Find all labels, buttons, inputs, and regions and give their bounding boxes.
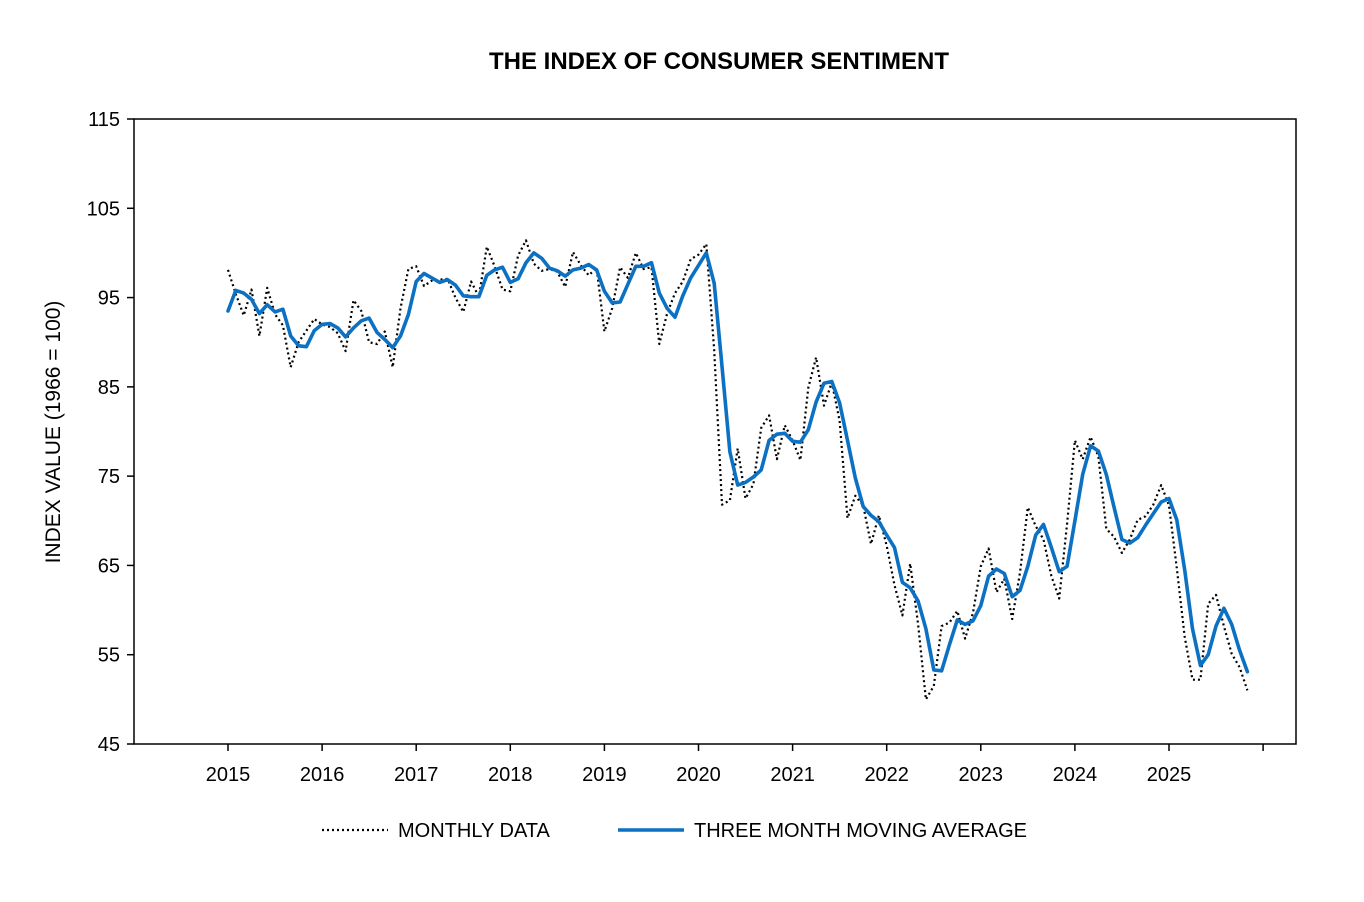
x-tick-label: 2023 xyxy=(959,764,1004,786)
series-line-monthly xyxy=(226,239,1249,701)
y-axis: 45 55 65 75 85 95 105 115 xyxy=(87,109,134,756)
x-tick-label: 2017 xyxy=(394,764,439,786)
y-tick-label: 55 xyxy=(98,645,120,667)
legend-label-monthly: MONTHLY DATA xyxy=(398,820,551,842)
series-line-moving-average xyxy=(226,251,1250,674)
y-tick-label: 105 xyxy=(87,198,120,220)
x-tick-label: 2019 xyxy=(582,764,627,786)
x-tick-label: 2021 xyxy=(770,764,815,786)
y-tick-label: 75 xyxy=(98,466,120,488)
x-tick-label: 2015 xyxy=(206,764,251,786)
x-tick-label: 2022 xyxy=(864,764,909,786)
y-tick-label: 115 xyxy=(88,109,120,131)
x-tick-label: 2018 xyxy=(488,764,533,786)
y-tick-label: 85 xyxy=(98,377,120,399)
x-tick-label: 2025 xyxy=(1147,764,1192,786)
series-layer xyxy=(226,239,1250,701)
x-axis: 2015 2016 2017 2018 2019 2020 2021 2022 2023 2024… xyxy=(206,744,1264,786)
x-tick-label: 2016 xyxy=(300,764,345,786)
x-tick-label: 2024 xyxy=(1053,764,1098,786)
x-tick-label: 2020 xyxy=(676,764,721,786)
legend: MONTHLY DATA THREE MONTH MOVING AVERAGE xyxy=(322,820,1027,842)
y-axis-label: INDEX VALUE (1966 = 100) xyxy=(42,301,65,564)
chart-title: THE INDEX OF CONSUMER SENTIMENT xyxy=(489,48,949,75)
y-tick-label: 45 xyxy=(98,734,120,756)
y-tick-label: 65 xyxy=(98,555,120,577)
legend-label-moving-average: THREE MONTH MOVING AVERAGE xyxy=(694,820,1027,842)
y-tick-label: 95 xyxy=(98,288,120,310)
plot-area xyxy=(133,118,1297,745)
